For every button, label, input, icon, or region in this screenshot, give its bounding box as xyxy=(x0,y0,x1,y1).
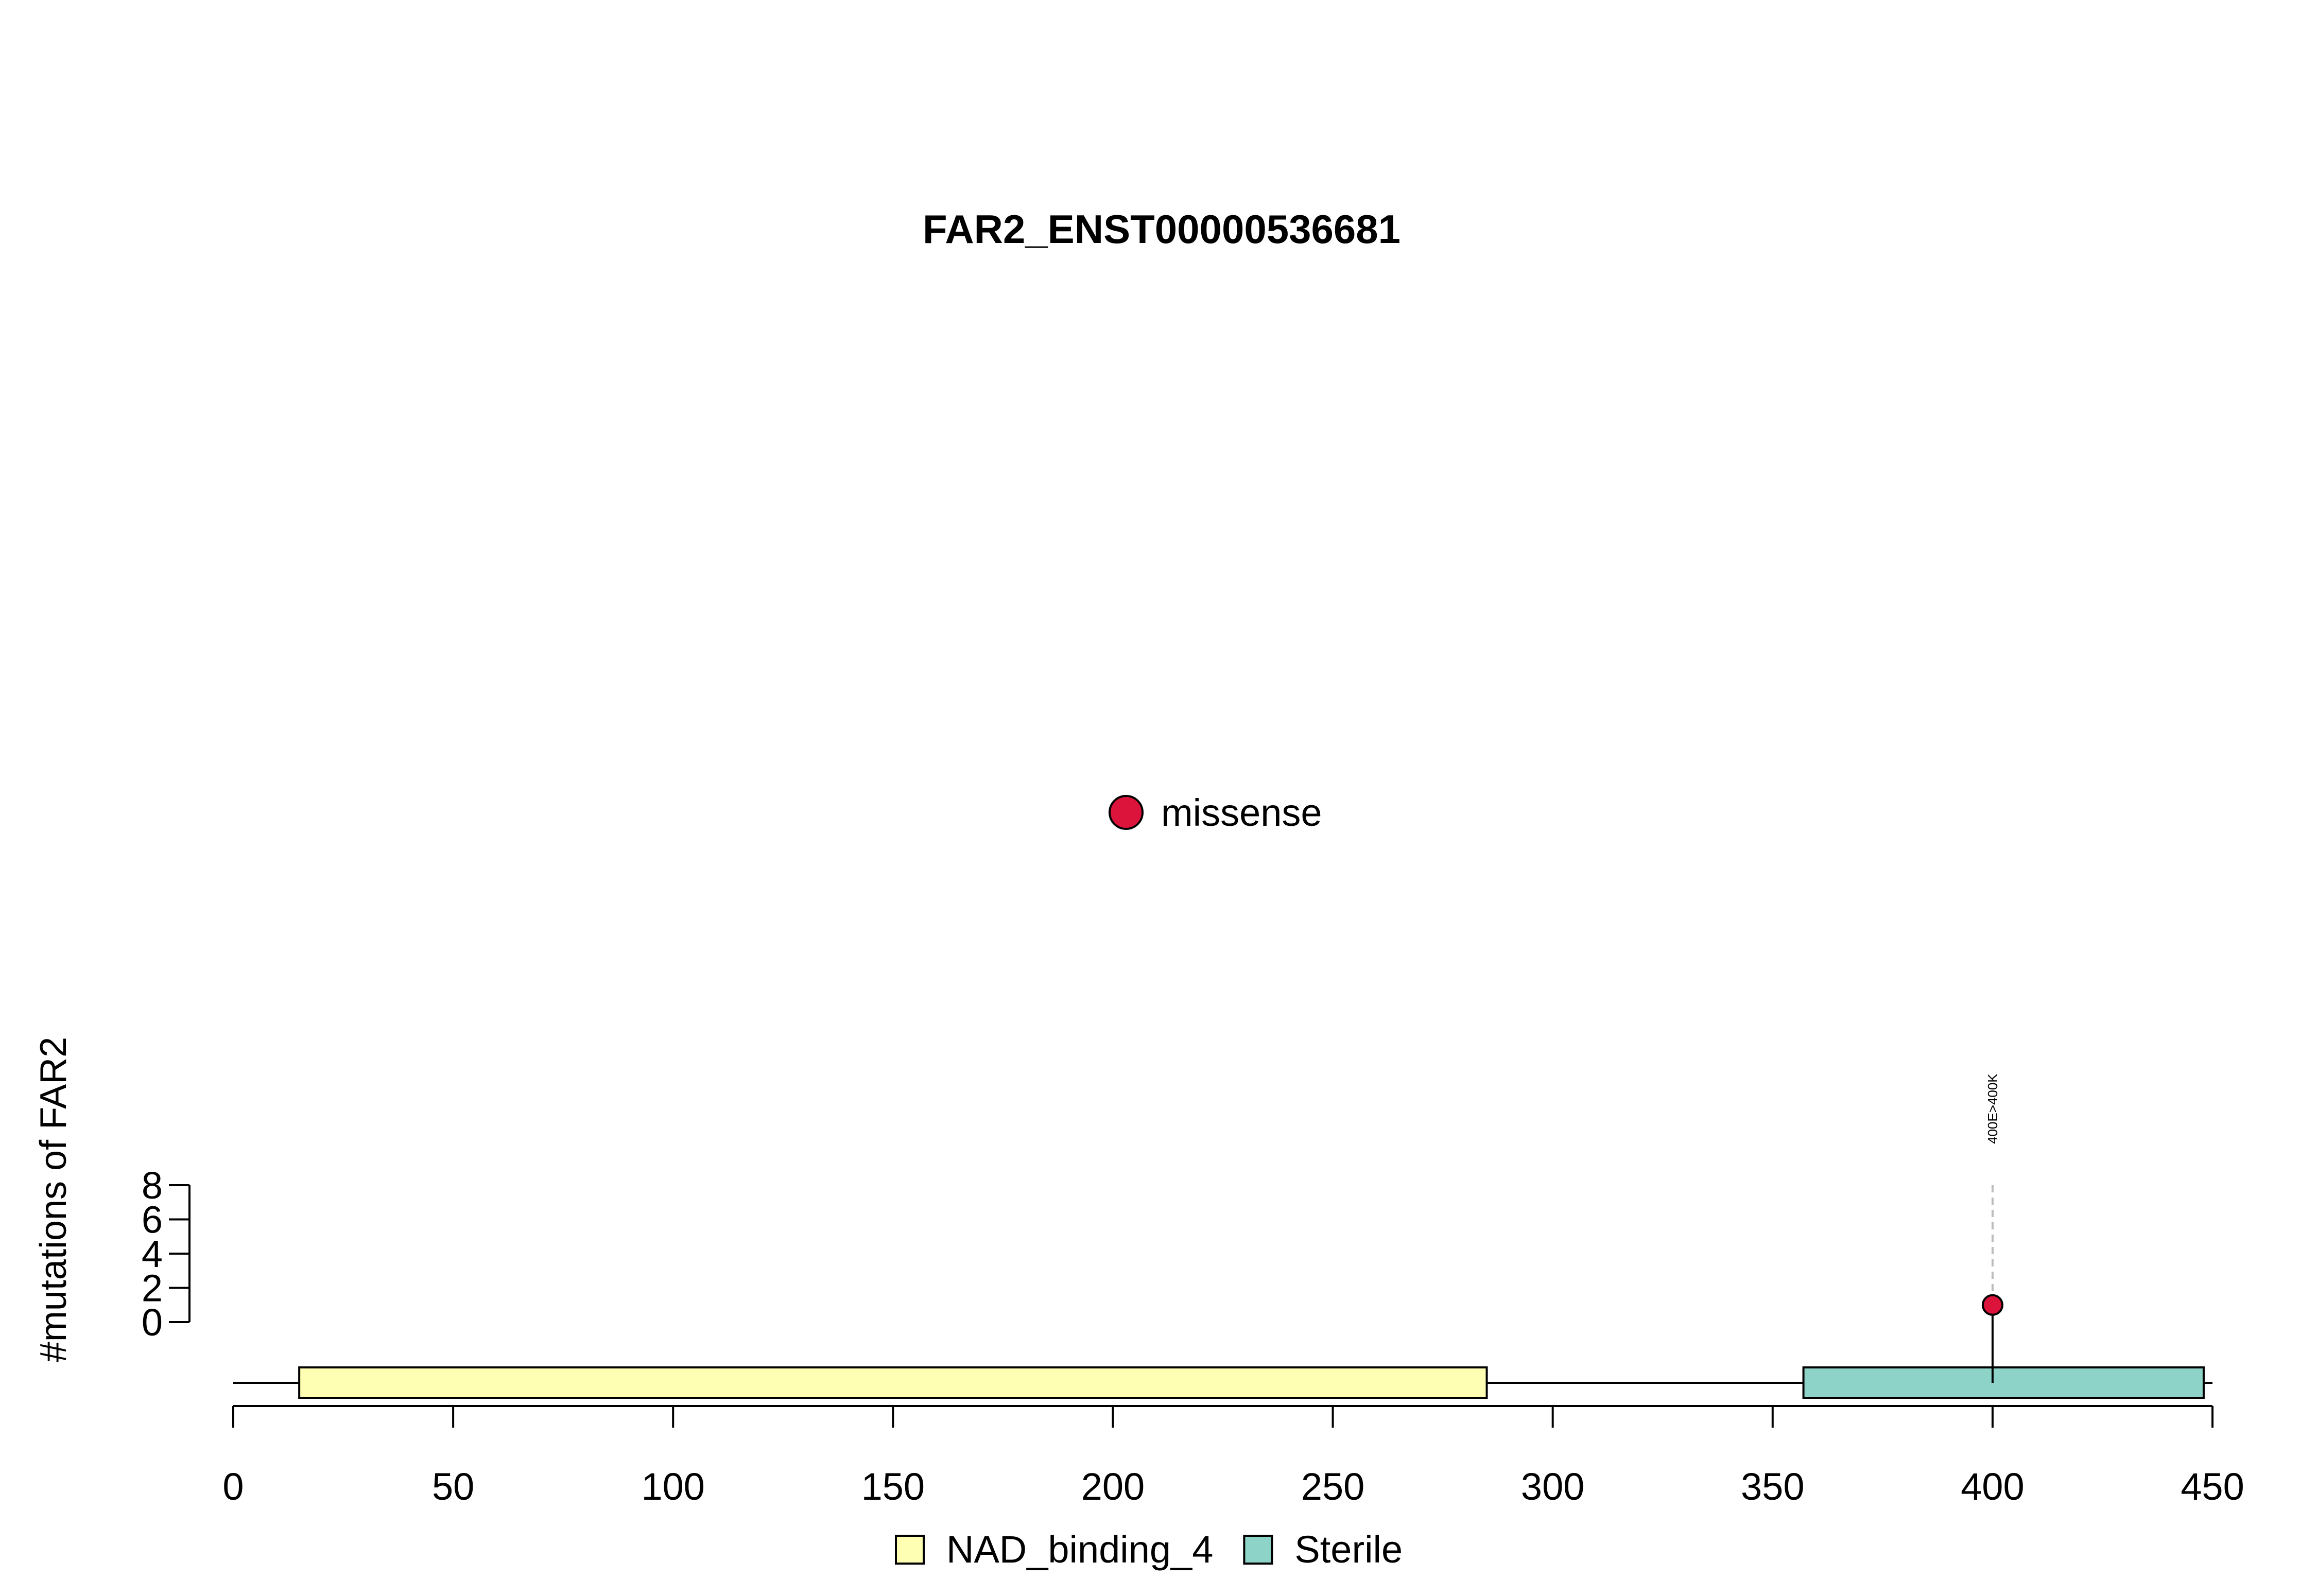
mutation-label: 400E>400K xyxy=(1985,1073,2000,1144)
x-axis: 0 50 100 150 200 250 300 350 400 450 xyxy=(222,1405,2244,1508)
y-axis-title: #mutations of FAR2 xyxy=(33,1037,74,1362)
legend-missense-marker xyxy=(1109,795,1144,830)
x-tick-label: 0 xyxy=(222,1465,244,1508)
legend-swatch xyxy=(1243,1535,1273,1565)
x-tick-label: 300 xyxy=(1521,1465,1584,1508)
mutation-legend: missense xyxy=(1109,791,1322,834)
y-tick-label: 0 xyxy=(142,1301,163,1344)
legend-swatch xyxy=(895,1535,925,1565)
lollipop-head xyxy=(1981,1294,2003,1316)
y-tick-label: 6 xyxy=(142,1199,163,1241)
x-tick-label: 150 xyxy=(861,1465,925,1508)
x-tick-label: 350 xyxy=(1741,1465,1804,1508)
y-tick-label: 4 xyxy=(142,1233,163,1275)
domain-Sterile xyxy=(1802,1366,2205,1399)
y-tick-label: 2 xyxy=(142,1267,163,1310)
y-tick-label: 8 xyxy=(142,1164,163,1207)
x-tick-label: 50 xyxy=(432,1465,474,1508)
x-tick-label: 250 xyxy=(1301,1465,1364,1508)
domain-track xyxy=(298,1366,2205,1399)
x-tick-label: 200 xyxy=(1081,1465,1145,1508)
x-tick-label: 450 xyxy=(2181,1465,2244,1508)
x-tick-label: 400 xyxy=(1961,1465,2024,1508)
legend-domain-label: NAD_binding_4 xyxy=(946,1528,1213,1571)
legend-mutation-label: missense xyxy=(1161,791,1322,834)
domain-NAD_binding_4 xyxy=(298,1366,1488,1399)
chart-title: FAR2_ENST00000536681 xyxy=(923,206,1400,252)
domain-legend: NAD_binding_4 Sterile xyxy=(895,1528,1403,1571)
mutation-lollipops: 400E>400K xyxy=(1981,1073,2003,1383)
x-tick-label: 100 xyxy=(641,1465,704,1508)
legend-domain-label: Sterile xyxy=(1294,1528,1403,1571)
